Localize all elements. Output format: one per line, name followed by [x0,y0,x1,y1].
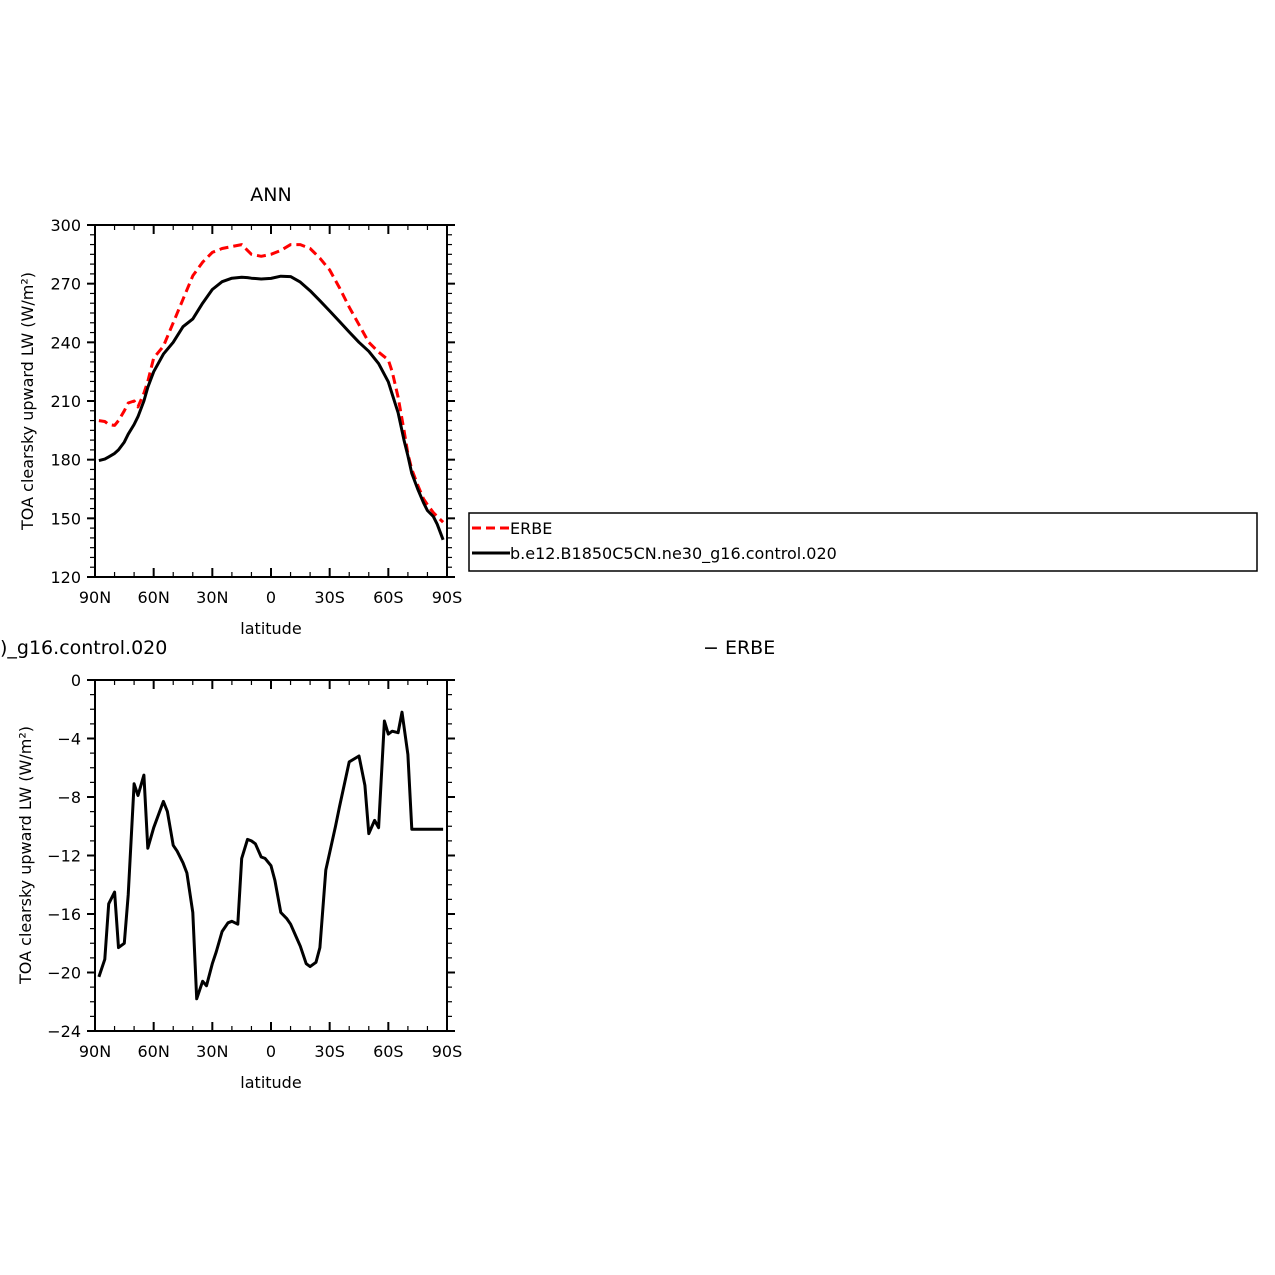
upper-plot-lines [98,243,445,541]
lower-x-tick-label: 90S [432,1042,463,1061]
upper-axis-ticks: 90N 60N 30N 0 30S 60S 90S 120 150 180 210 240 270 300 [50,216,462,607]
lower-y-tick-label: −12 [47,847,81,866]
upper-y-tick-label: 120 [50,568,81,587]
upper-y-tick-label: 240 [50,333,81,352]
lower-plot-lines [97,710,444,1001]
upper-plot-frame [94,224,448,578]
lower-x-tick-label: 0 [266,1042,276,1061]
lower-y-tick-label: −8 [57,788,81,807]
upper-x-tick-label: 0 [266,588,276,607]
lower-title-right: − ERBE [703,637,775,659]
legend-erbe-label: ERBE [510,519,552,538]
chart-title: ANN [250,184,291,206]
lower-y-tick-label: −16 [47,905,81,924]
upper-y-tick-label: 150 [50,509,81,528]
upper-x-tick-label: 90N [79,588,111,607]
lower-x-tick-label: 30N [196,1042,228,1061]
upper-series-line-model [98,274,445,541]
lower-x-axis-label: latitude [240,1073,301,1092]
lower-axis-ticks: 90N 60N 30N 0 30S 60S 90S −24 −20 −16 −12 −8 −4 0 [47,671,462,1061]
upper-y-tick-label: 180 [50,451,81,470]
lower-series-line-model [97,710,444,1001]
lower-y-tick-label: −4 [57,730,81,749]
upper-x-tick-label: 30N [196,588,228,607]
lower-x-tick-label: 30S [314,1042,345,1061]
upper-x-tick-label: 90S [432,588,463,607]
lower-title-left: )_g16.control.020 [0,637,167,659]
upper-x-tick-label: 30S [314,588,345,607]
lower-x-tick-label: 90N [79,1042,111,1061]
upper-x-tick-label: 60S [373,588,404,607]
lower-y-tick-label: −20 [47,964,81,983]
lower-y-tick-label: 0 [71,671,81,690]
upper-chart-panel: ANN 90N 60N 30N 0 30S 60S 90S 120 150 180 210 240 27… [18,184,462,638]
legend-model-label: b.e12.B1850C5CN.ne30_g16.control.020 [510,544,837,564]
legend-box [468,512,1258,572]
lower-y-tick-label: −24 [47,1022,81,1041]
upper-y-tick-label: 210 [50,392,81,411]
upper-y-tick-label: 270 [50,275,81,294]
upper-x-axis-label: latitude [240,619,301,638]
lower-x-tick-label: 60S [373,1042,404,1061]
lower-plot-frame [94,679,448,1032]
upper-y-tick-label: 300 [50,216,81,235]
lower-y-axis-label: TOA clearsky upward LW (W/m²) [16,726,35,985]
lower-chart-panel: )_g16.control.020 − ERBE 90N 60N 30N 0 30S 60… [0,637,775,1092]
legend: ERBE b.e12.B1850C5CN.ne30_g16.control.02… [468,512,1258,572]
upper-x-tick-label: 60N [138,588,170,607]
upper-y-axis-label: TOA clearsky upward LW (W/m²) [18,272,37,531]
lower-x-tick-label: 60N [138,1042,170,1061]
upper-series-line-erbe [98,243,445,524]
